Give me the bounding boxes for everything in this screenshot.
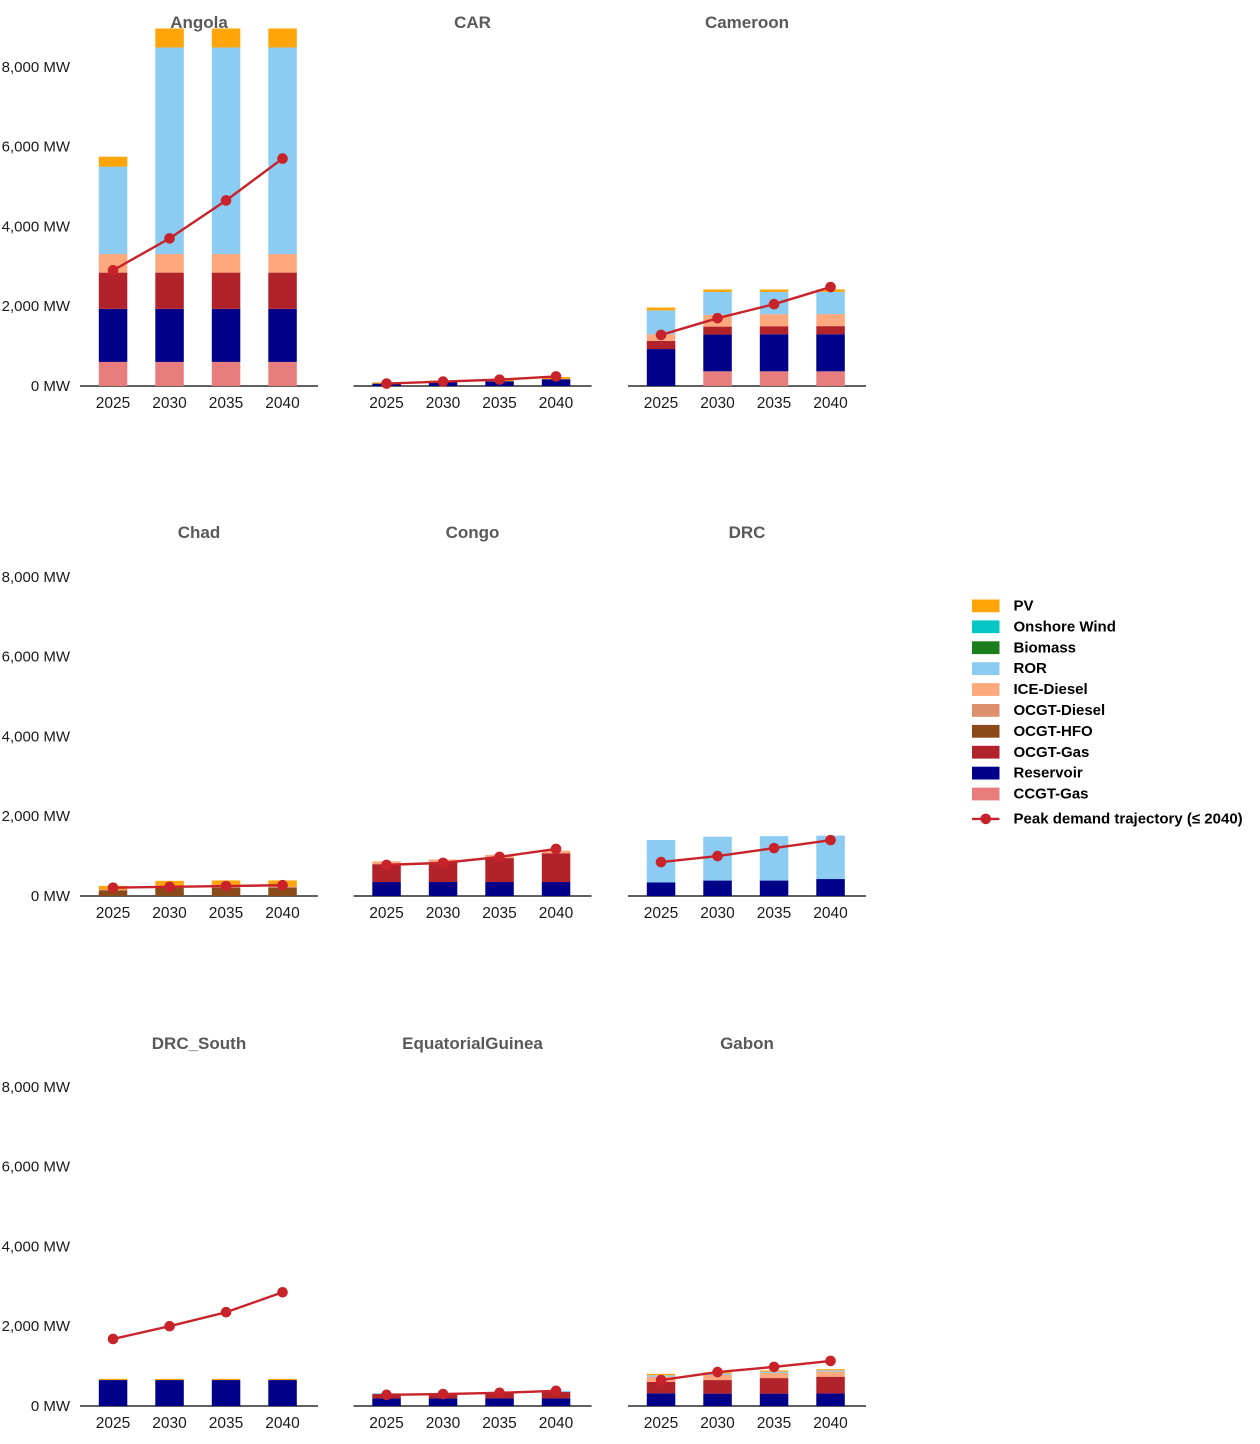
svg-text:OCGT-Diesel: OCGT-Diesel [1014, 702, 1106, 719]
svg-text:4,000 MW: 4,000 MW [2, 728, 71, 745]
svg-text:2030: 2030 [152, 395, 187, 412]
svg-text:Gabon: Gabon [720, 1034, 774, 1053]
svg-text:2025: 2025 [369, 1415, 403, 1432]
svg-text:2040: 2040 [813, 905, 848, 922]
svg-text:6,000 MW: 6,000 MW [2, 1159, 71, 1176]
svg-text:2,000 MW: 2,000 MW [2, 808, 71, 825]
svg-text:Biomass: Biomass [1014, 639, 1077, 656]
svg-text:2030: 2030 [426, 395, 461, 412]
svg-text:EquatorialGuinea: EquatorialGuinea [402, 1034, 543, 1053]
svg-text:0 MW: 0 MW [31, 888, 71, 905]
svg-text:4,000 MW: 4,000 MW [2, 218, 71, 235]
svg-text:DRC: DRC [729, 523, 766, 542]
svg-text:OCGT-HFO: OCGT-HFO [1014, 723, 1093, 740]
svg-text:CCGT-Gas: CCGT-Gas [1014, 786, 1089, 803]
svg-text:2030: 2030 [700, 395, 735, 412]
svg-text:2035: 2035 [482, 1415, 516, 1432]
svg-text:2025: 2025 [96, 395, 130, 412]
svg-text:2040: 2040 [539, 1415, 574, 1432]
svg-text:ROR: ROR [1014, 660, 1048, 677]
svg-text:6,000 MW: 6,000 MW [2, 139, 71, 156]
svg-text:Onshore Wind: Onshore Wind [1014, 618, 1116, 635]
svg-text:2035: 2035 [209, 1415, 243, 1432]
svg-text:2035: 2035 [482, 905, 516, 922]
svg-text:2030: 2030 [426, 1415, 461, 1432]
svg-text:0 MW: 0 MW [31, 378, 71, 395]
svg-text:DRC_South: DRC_South [152, 1034, 246, 1053]
svg-text:2035: 2035 [209, 905, 243, 922]
svg-text:Reservoir: Reservoir [1014, 765, 1083, 782]
svg-text:8,000 MW: 8,000 MW [2, 59, 71, 76]
svg-text:2040: 2040 [265, 1415, 300, 1432]
svg-text:2030: 2030 [152, 1415, 187, 1432]
svg-text:2035: 2035 [757, 395, 791, 412]
svg-text:2035: 2035 [209, 395, 243, 412]
svg-text:2025: 2025 [644, 395, 678, 412]
svg-text:2040: 2040 [813, 395, 848, 412]
svg-text:2035: 2035 [757, 1415, 791, 1432]
svg-text:2025: 2025 [644, 905, 678, 922]
svg-text:2040: 2040 [539, 395, 574, 412]
svg-text:2025: 2025 [644, 1415, 678, 1432]
svg-text:8,000 MW: 8,000 MW [2, 569, 71, 586]
svg-text:Peak demand trajectory (≤ 2040: Peak demand trajectory (≤ 2040) [1014, 811, 1243, 828]
svg-text:PV: PV [1014, 598, 1034, 615]
svg-text:4,000 MW: 4,000 MW [2, 1238, 71, 1255]
svg-text:2025: 2025 [369, 905, 403, 922]
svg-text:2025: 2025 [96, 1415, 130, 1432]
svg-text:2040: 2040 [813, 1415, 848, 1432]
svg-text:0 MW: 0 MW [31, 1398, 71, 1415]
svg-text:2025: 2025 [369, 395, 403, 412]
svg-text:2025: 2025 [96, 905, 130, 922]
svg-text:2035: 2035 [757, 905, 791, 922]
svg-text:2030: 2030 [152, 905, 187, 922]
svg-text:2040: 2040 [265, 905, 300, 922]
svg-text:2040: 2040 [265, 395, 300, 412]
svg-text:2040: 2040 [539, 905, 574, 922]
svg-text:2,000 MW: 2,000 MW [2, 298, 71, 315]
svg-text:ICE-Diesel: ICE-Diesel [1014, 681, 1088, 698]
svg-text:6,000 MW: 6,000 MW [2, 649, 71, 666]
svg-text:Cameroon: Cameroon [705, 13, 789, 32]
svg-text:2030: 2030 [700, 905, 735, 922]
svg-text:OCGT-Gas: OCGT-Gas [1014, 744, 1090, 761]
svg-text:Congo: Congo [446, 523, 500, 542]
svg-text:CAR: CAR [454, 13, 491, 32]
svg-text:2030: 2030 [700, 1415, 735, 1432]
svg-text:2,000 MW: 2,000 MW [2, 1318, 71, 1335]
svg-text:8,000 MW: 8,000 MW [2, 1079, 71, 1096]
svg-text:2035: 2035 [482, 395, 516, 412]
svg-text:Chad: Chad [178, 523, 221, 542]
svg-text:2030: 2030 [426, 905, 461, 922]
